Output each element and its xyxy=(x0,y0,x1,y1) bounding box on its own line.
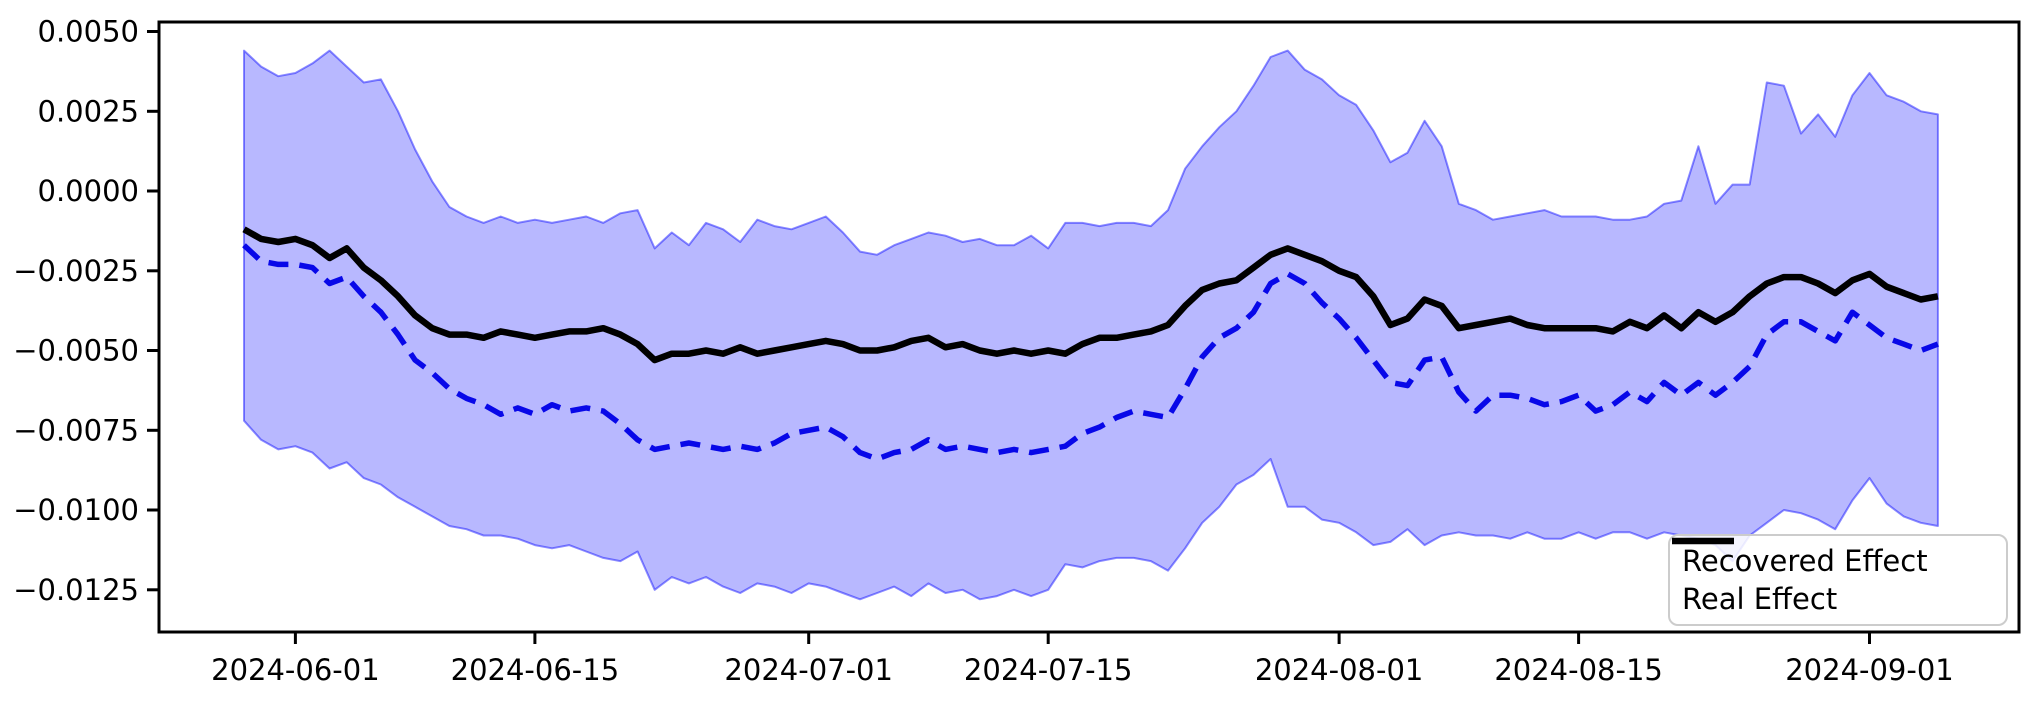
x-tick-label: 2024-09-01 xyxy=(1785,653,1954,687)
y-tick-label: −0.0025 xyxy=(13,254,139,288)
legend-item-real-effect: Real Effect xyxy=(1672,537,1994,616)
x-tick-label: 2024-06-15 xyxy=(451,653,620,687)
plot-border xyxy=(157,20,2021,634)
y-tick-label: 0.0000 xyxy=(38,174,139,208)
legend-label-real-effect: Real Effect xyxy=(1682,581,1838,616)
real-effect-line xyxy=(242,226,1939,364)
y-tick-label: −0.0050 xyxy=(13,334,139,368)
legend: Recovered Effect Real Effect xyxy=(1668,534,2008,626)
x-tick-label: 2024-08-01 xyxy=(1255,653,1424,687)
real-effect-line-sample-icon xyxy=(1672,537,1734,545)
y-tick-label: −0.0100 xyxy=(13,493,139,527)
confidence-band xyxy=(243,49,1939,601)
x-tick-label: 2024-06-01 xyxy=(211,653,380,687)
y-tick-label: −0.0075 xyxy=(13,413,139,447)
x-tick-label: 2024-07-01 xyxy=(724,653,893,687)
legend-label-recovered-effect: Recovered Effect xyxy=(1682,543,1928,578)
y-tick-label: 0.0050 xyxy=(38,15,139,49)
y-tick-label: 0.0025 xyxy=(38,94,139,128)
x-tick-label: 2024-07-15 xyxy=(964,653,1133,687)
x-tick-label: 2024-08-15 xyxy=(1494,653,1663,687)
recovered-effect-line xyxy=(242,243,1939,462)
y-tick-label: −0.0125 xyxy=(13,573,139,607)
legend-item-recovered-effect: Recovered Effect xyxy=(1672,538,1994,578)
